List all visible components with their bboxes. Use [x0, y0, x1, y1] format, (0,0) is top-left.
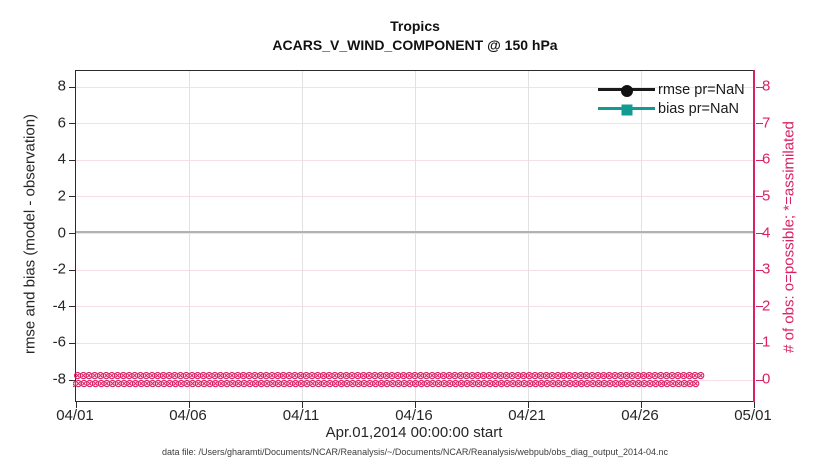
- x-tick-label: 04/26: [621, 407, 659, 424]
- left-tick-mark: [69, 123, 75, 125]
- right-tick-mark: [756, 233, 763, 234]
- x-tick-label: 04/01: [56, 407, 94, 424]
- legend-label-rmse: rmse pr=NaN: [658, 81, 745, 98]
- legend-item-rmse: rmse pr=NaN: [598, 80, 745, 99]
- right-tick-label: 5: [762, 187, 771, 205]
- right-tick-mark: [756, 269, 763, 271]
- vertical-gridline: [414, 71, 416, 401]
- obs-count-marker-band: ⊗⊗⊗⊗⊗⊗⊗⊗⊗⊗⊗⊗⊗⊗⊗⊗⊗⊗⊗⊗⊗⊗⊗⊗⊗⊗⊗⊗⊗⊗⊗⊗⊗⊗⊗⊗⊗⊗⊗⊗…: [73, 372, 758, 388]
- legend-label-bias: bias pr=NaN: [658, 100, 739, 117]
- left-tick-mark: [69, 159, 75, 161]
- right-axis-spine: [753, 70, 755, 402]
- x-tick-label: 04/16: [395, 407, 433, 424]
- legend-item-bias: bias pr=NaN: [598, 99, 745, 118]
- left-tick-mark: [69, 306, 75, 308]
- vertical-gridline: [527, 71, 529, 401]
- x-tick-mark: [75, 402, 77, 408]
- right-tick-label: 1: [762, 333, 771, 351]
- left-tick-label: -4: [52, 297, 66, 315]
- title-region: Tropics: [390, 18, 440, 34]
- right-tick-label: 0: [762, 370, 771, 388]
- right-tick-mark: [756, 123, 763, 125]
- right-tick-label: 4: [762, 224, 771, 241]
- left-tick-mark: [69, 342, 75, 344]
- legend-line-rmse: [598, 85, 655, 97]
- left-tick-mark: [69, 233, 75, 234]
- x-tick-mark: [414, 402, 416, 408]
- data-file-caption: data file: /Users/gharamti/Documents/NCA…: [161, 447, 668, 457]
- right-tick-mark: [756, 196, 763, 198]
- x-tick-mark: [753, 402, 755, 408]
- vertical-gridline: [301, 71, 303, 401]
- legend-line-bias: [598, 104, 655, 116]
- left-tick-label: 0: [57, 224, 66, 241]
- left-tick-label: -8: [52, 370, 66, 388]
- right-tick-mark: [756, 86, 763, 88]
- chart-title: Tropics ACARS_V_WIND_COMPONENT @ 150 hPa: [0, 17, 830, 55]
- legend: rmse pr=NaN bias pr=NaN: [598, 80, 745, 118]
- right-tick-mark: [756, 379, 763, 381]
- right-tick-mark: [756, 306, 763, 308]
- right-tick-label: 7: [762, 114, 771, 132]
- x-tick-label: 04/06: [169, 407, 207, 424]
- left-tick-mark: [69, 379, 75, 381]
- x-tick-label: 04/21: [508, 407, 546, 424]
- x-tick-label: 04/11: [282, 407, 320, 424]
- right-tick-mark: [756, 342, 763, 344]
- x-tick-mark: [188, 402, 190, 408]
- left-tick-mark: [69, 269, 75, 271]
- left-tick-label: 4: [57, 150, 66, 168]
- x-tick-mark: [640, 402, 642, 408]
- x-tick-mark: [301, 402, 303, 408]
- x-axis-label: Apr.01,2014 00:00:00 start: [325, 424, 503, 441]
- left-tick-mark: [69, 86, 75, 88]
- x-tick-label: 05/01: [734, 407, 772, 424]
- title-variable-level: ACARS_V_WIND_COMPONENT @ 150 hPa: [272, 37, 558, 53]
- plot-area: ⊗⊗⊗⊗⊗⊗⊗⊗⊗⊗⊗⊗⊗⊗⊗⊗⊗⊗⊗⊗⊗⊗⊗⊗⊗⊗⊗⊗⊗⊗⊗⊗⊗⊗⊗⊗⊗⊗⊗⊗…: [69, 70, 763, 408]
- left-tick-label: -2: [52, 260, 66, 278]
- left-tick-label: -6: [52, 333, 66, 351]
- left-tick-label: 8: [57, 77, 66, 95]
- left-tick-label: 2: [57, 187, 66, 205]
- right-y-axis-label: # of obs: o=possible; *=assimilated: [780, 121, 798, 353]
- right-tick-label: 2: [762, 297, 771, 315]
- right-tick-mark: [756, 159, 763, 161]
- square-marker-icon: [621, 104, 632, 116]
- zero-reference-line: [76, 231, 754, 233]
- x-tick-mark: [527, 402, 529, 408]
- vertical-gridline: [188, 71, 190, 401]
- right-tick-label: 3: [762, 260, 771, 278]
- assimilated-markers-row: ⊗⊗⊗⊗⊗⊗⊗⊗⊗⊗⊗⊗⊗⊗⊗⊗⊗⊗⊗⊗⊗⊗⊗⊗⊗⊗⊗⊗⊗⊗⊗⊗⊗⊗⊗⊗⊗⊗⊗⊗…: [73, 377, 700, 388]
- vertical-gridline: [640, 71, 642, 401]
- left-tick-label: 6: [57, 114, 66, 132]
- circle-marker-icon: [620, 85, 633, 97]
- right-tick-label: 8: [762, 77, 771, 95]
- left-tick-mark: [69, 196, 75, 198]
- possible-markers-row: ⊗⊗⊗⊗⊗⊗⊗⊗⊗⊗⊗⊗⊗⊗⊗⊗⊗⊗⊗⊗⊗⊗⊗⊗⊗⊗⊗⊗⊗⊗⊗⊗⊗⊗⊗⊗⊗⊗⊗⊗…: [73, 372, 705, 382]
- right-tick-label: 6: [762, 150, 771, 168]
